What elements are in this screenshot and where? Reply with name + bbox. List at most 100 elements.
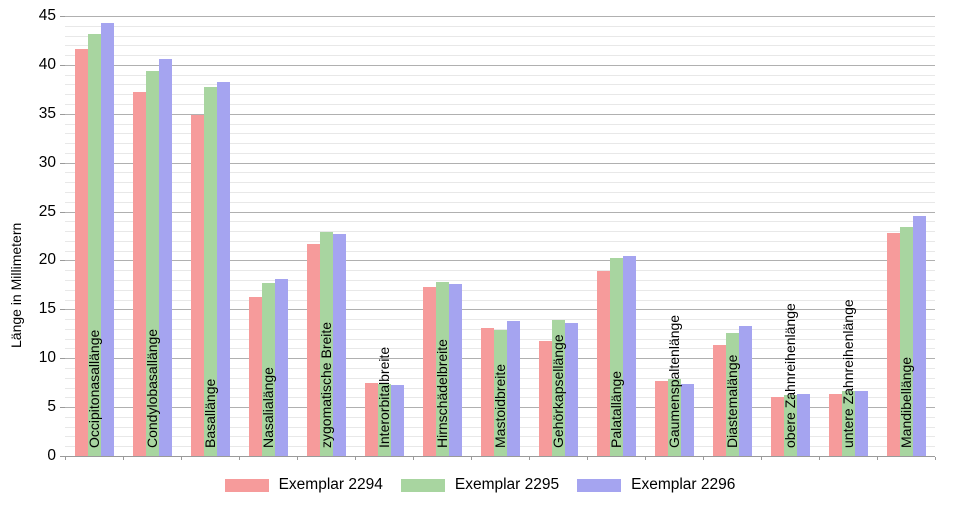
minor-gridline	[65, 289, 935, 291]
minor-gridline	[65, 84, 935, 86]
minor-gridline	[65, 192, 935, 193]
minor-gridline	[65, 123, 935, 125]
x-axis-tick	[239, 457, 240, 460]
major-gridline	[65, 64, 935, 66]
minor-gridline	[65, 55, 935, 57]
bar	[738, 325, 752, 456]
bar	[364, 382, 378, 456]
category-label: zygomatische Breite	[317, 321, 334, 448]
bar	[667, 378, 681, 456]
minor-gridline	[65, 74, 935, 76]
category-label: Gehörkapsellänge	[549, 334, 566, 448]
y-axis-tick-label: 0	[47, 447, 56, 464]
x-axis-tick	[123, 457, 124, 460]
legend-label: Exemplar 2294	[278, 476, 383, 493]
y-axis-tick-label: 5	[47, 398, 56, 416]
x-axis-tick	[935, 457, 936, 460]
bar	[332, 234, 346, 456]
category-label: Hirnschädelbreite	[433, 339, 450, 448]
y-axis-tick	[60, 162, 65, 164]
minor-gridline	[65, 328, 935, 330]
bar	[725, 332, 739, 456]
legend-color-swatch	[577, 478, 622, 492]
bar	[390, 384, 404, 456]
minor-gridline	[65, 152, 935, 154]
minor-gridline	[65, 133, 935, 135]
bar	[680, 383, 694, 456]
y-axis-tick	[60, 16, 65, 17]
minor-gridline	[65, 201, 935, 203]
x-axis-tick	[297, 457, 298, 460]
bar	[609, 257, 623, 456]
bar	[132, 92, 146, 456]
x-axis-line	[65, 456, 935, 457]
minor-gridline	[65, 104, 935, 105]
y-axis-tick	[60, 456, 65, 457]
category-label: Nasalialänge	[259, 367, 276, 448]
bar	[912, 216, 926, 456]
bar	[854, 391, 868, 456]
bar	[435, 281, 449, 456]
bar	[770, 397, 784, 456]
legend-color-swatch	[224, 478, 269, 492]
minor-gridline	[65, 172, 935, 174]
bar	[654, 380, 668, 456]
y-axis-tick-label: 45	[38, 7, 56, 24]
category-label: Interorbitalbreite	[375, 346, 392, 448]
x-axis-tick	[645, 457, 646, 460]
bar	[261, 282, 275, 456]
x-axis-tick	[877, 457, 878, 460]
legend-label: Exemplar 2296	[631, 476, 736, 493]
bar	[783, 395, 797, 456]
x-axis-tick	[587, 457, 588, 460]
bar	[538, 340, 552, 456]
minor-gridline	[65, 221, 935, 223]
category-label: Condylobasallänge	[143, 328, 160, 448]
bar	[377, 383, 391, 456]
y-axis-tick	[60, 407, 65, 409]
bar	[190, 114, 204, 456]
legend-color-swatch	[400, 478, 445, 492]
y-axis-tick	[60, 113, 65, 115]
y-axis-tick	[60, 64, 65, 66]
category-label: Diastemalänge	[723, 354, 740, 448]
minor-gridline	[65, 299, 935, 301]
bar	[145, 70, 159, 456]
bar	[87, 33, 101, 456]
x-axis-tick	[471, 457, 472, 460]
category-label: Palatallänge	[607, 370, 624, 448]
legend: Exemplar 2294 Exemplar 2295 Exemplar 2296	[0, 476, 960, 494]
minor-gridline	[65, 45, 935, 47]
y-axis-tick	[60, 211, 65, 213]
major-gridline	[65, 260, 935, 262]
x-axis-tick	[703, 457, 704, 460]
legend-label: Exemplar 2295	[454, 476, 560, 493]
category-label: Occipitonasallänge	[85, 329, 102, 448]
y-axis-tick-label: 25	[38, 202, 56, 220]
x-axis-tick	[65, 457, 66, 460]
minor-gridline	[65, 25, 935, 27]
major-gridline	[65, 211, 935, 213]
y-axis-tick-label: 20	[38, 251, 56, 269]
minor-gridline	[65, 240, 935, 242]
bar	[564, 323, 578, 456]
minor-gridline	[65, 231, 935, 233]
bar	[841, 391, 855, 456]
bar	[596, 271, 610, 456]
major-gridline	[65, 309, 935, 311]
y-axis-tick	[60, 260, 65, 262]
bar	[100, 22, 114, 456]
minor-gridline	[65, 280, 935, 281]
category-label: Gaumenspaltenlänge	[665, 314, 682, 448]
category-label: untere Zahnreihenlänge	[839, 299, 856, 448]
category-label: obere Zahnreihenlänge	[781, 303, 798, 448]
minor-gridline	[65, 35, 935, 37]
y-axis-tick-label: 35	[38, 104, 56, 122]
y-axis-tick-label: 30	[38, 153, 56, 171]
y-axis-tick	[60, 309, 65, 311]
bar	[306, 243, 320, 456]
major-gridline	[65, 113, 935, 115]
minor-gridline	[65, 182, 935, 184]
category-label: Mastoidbreite	[491, 363, 508, 448]
x-axis-tick	[761, 457, 762, 460]
